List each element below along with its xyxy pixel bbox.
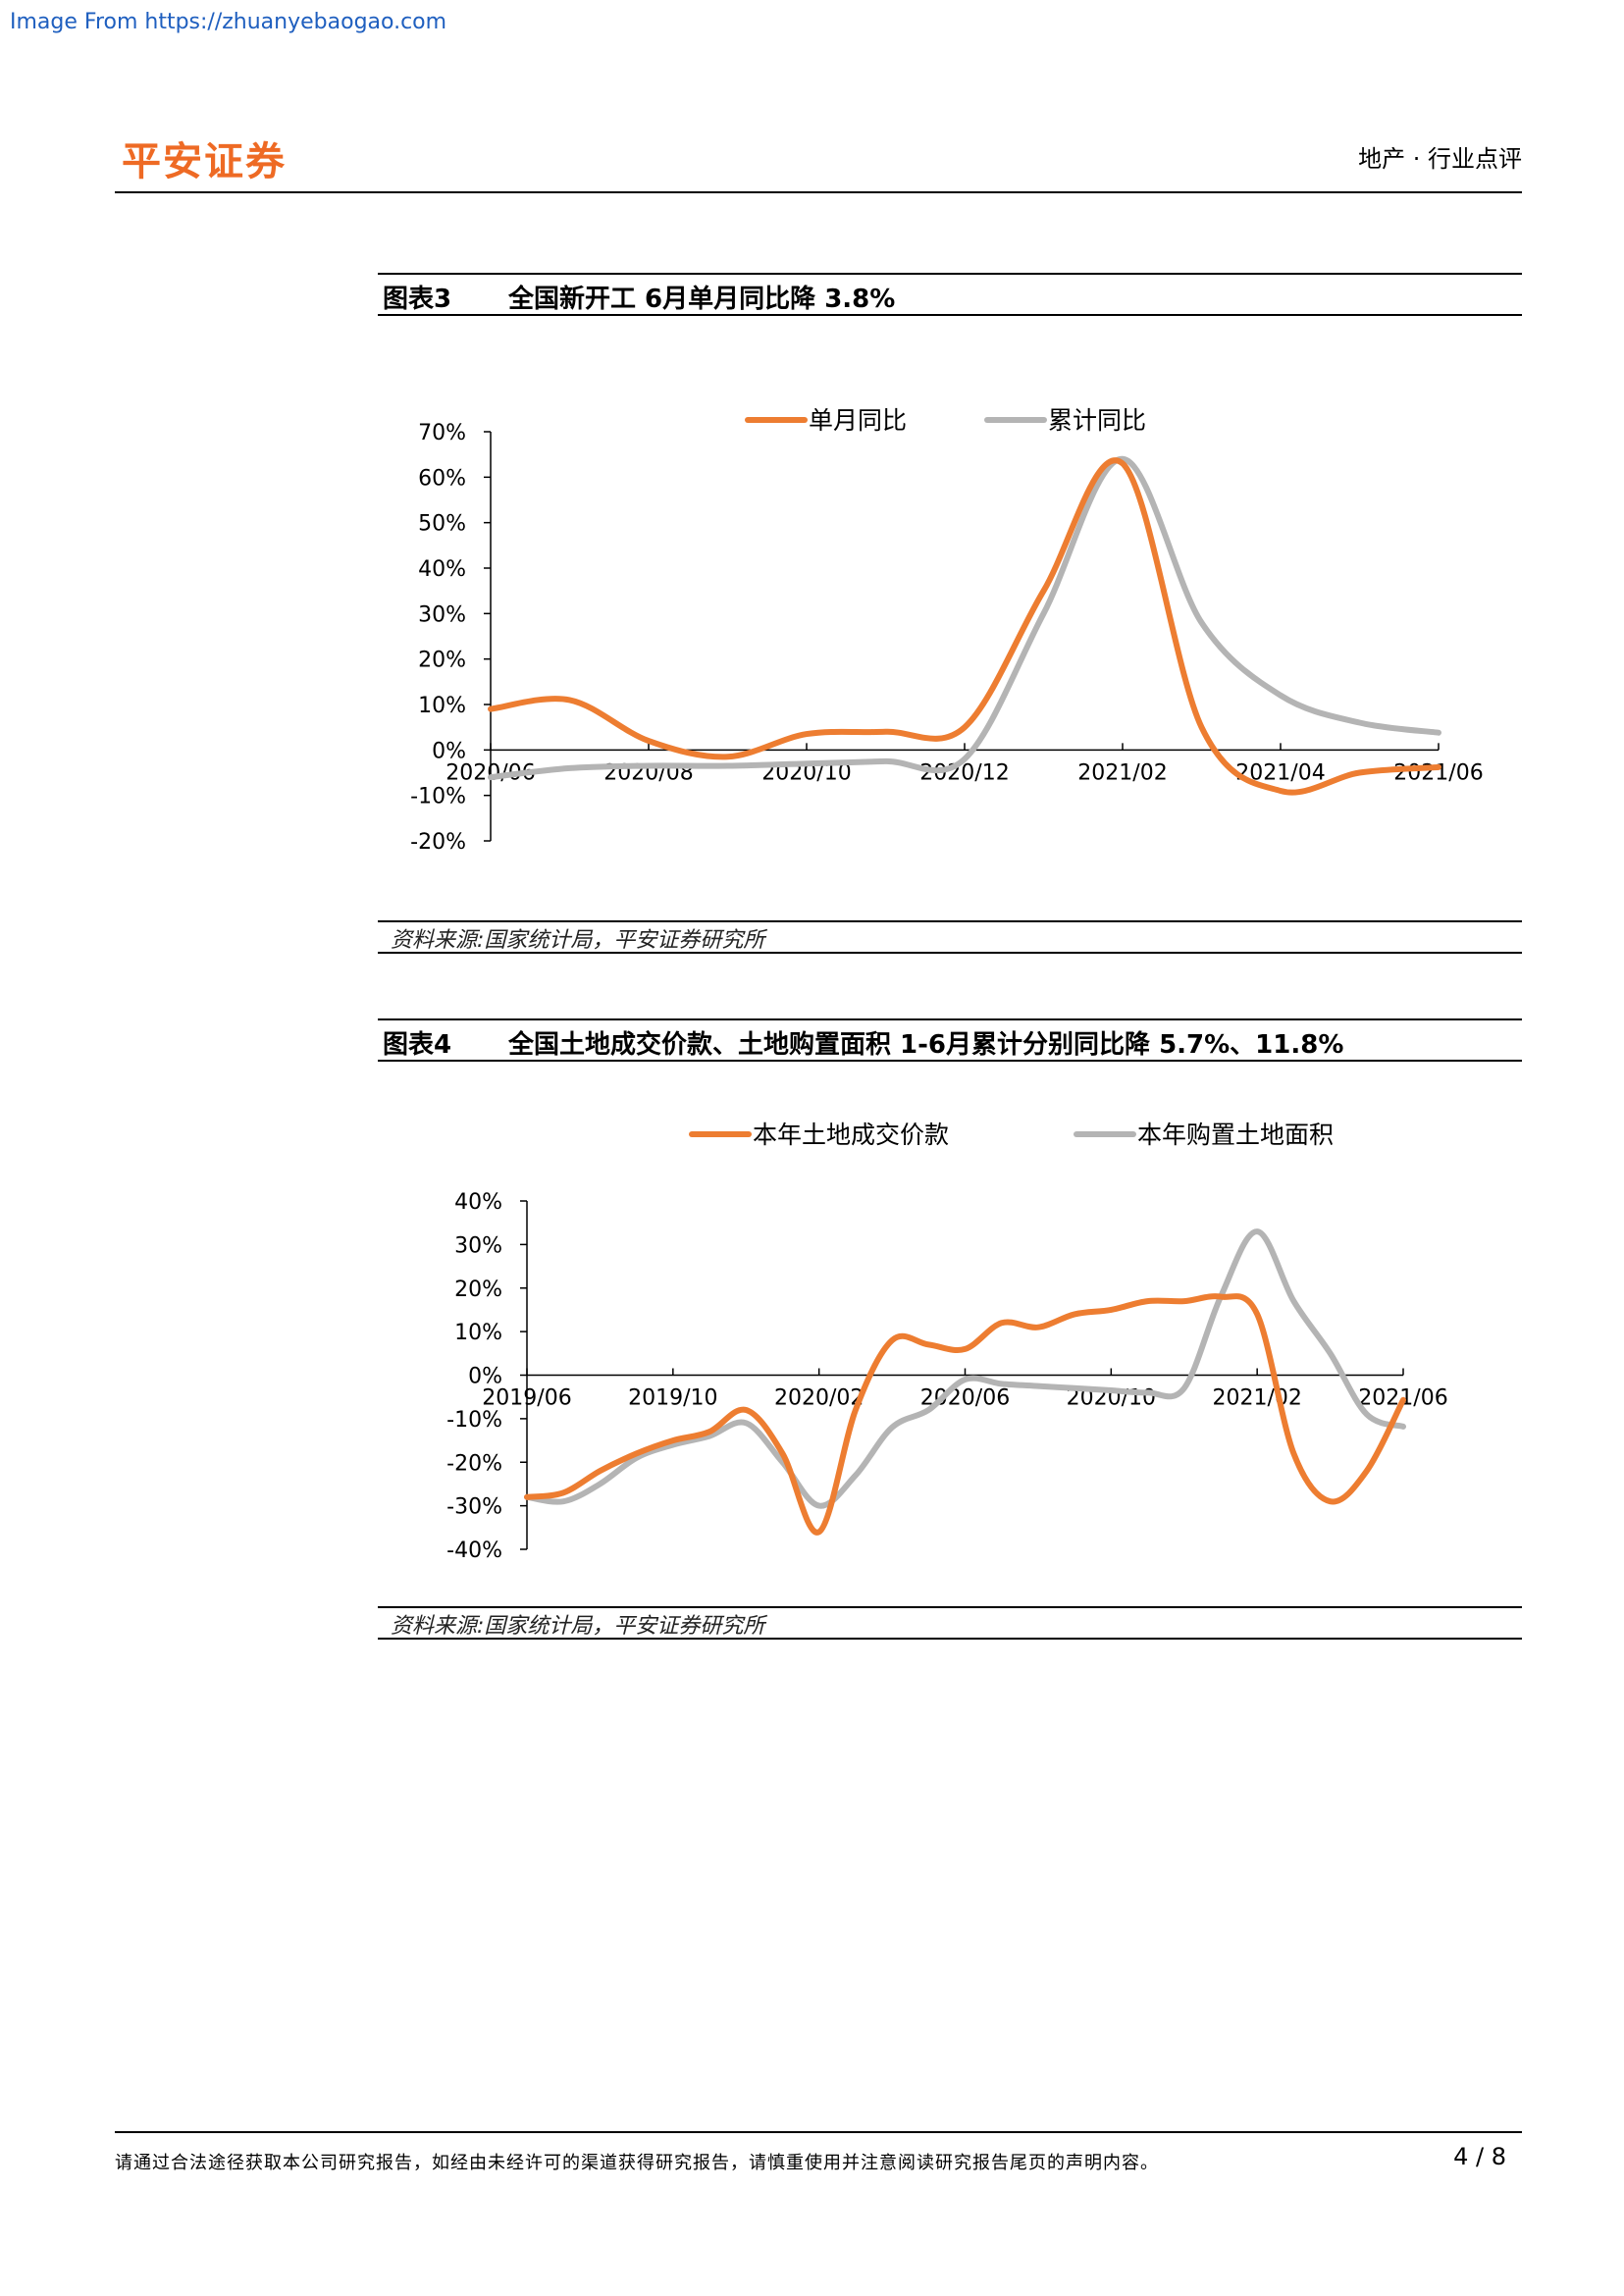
- legend-label: 累计同比: [1048, 406, 1146, 435]
- figure4-title-bar: [378, 1018, 1522, 1062]
- y-tick-label: -40%: [446, 1539, 502, 1563]
- y-tick-label: -20%: [410, 830, 466, 855]
- figure4-label: 图表4: [383, 1030, 452, 1060]
- figure4-title-text: 全国土地成交价款、土地购置面积 1-6月累计分别同比降 5.7%、11.8%: [508, 1030, 1344, 1060]
- y-tick-label: 70%: [418, 421, 466, 445]
- company-logo: 平安证券: [122, 139, 287, 184]
- figure3-title: 图表3 全国新开工 6月单月同比降 3.8%: [383, 279, 895, 315]
- y-tick-label: 10%: [418, 694, 466, 718]
- source-link[interactable]: Image From https://zhuanyebaogao.com: [10, 10, 447, 34]
- series-line-primary: [524, 1293, 1406, 1536]
- series-line-secondary: [488, 455, 1441, 781]
- y-tick-label: 40%: [454, 1190, 502, 1215]
- y-tick-label: -20%: [446, 1451, 502, 1476]
- y-tick-label: -30%: [446, 1495, 502, 1520]
- new-starts-chart: 70%60%50%40%30%20%10%0%-10%-20%2020/06 20…: [410, 406, 1484, 855]
- figure4-source: 资料来源:国家统计局，平安证券研究所: [391, 1614, 765, 1639]
- y-tick-label: 0%: [468, 1365, 502, 1389]
- figure3-source: 资料来源:国家统计局，平安证券研究所: [391, 928, 765, 953]
- header-rule: [115, 191, 1522, 193]
- land-transactions-chart: 40% 30% 20% 10% 0% -10% -20% -30% -40% 2019/06 201…: [446, 1121, 1448, 1563]
- legend-label: 本年购置土地面积: [1137, 1121, 1334, 1149]
- report-category: 地产 · 行业点评: [1358, 145, 1522, 173]
- y-tick-label: 10%: [454, 1321, 502, 1345]
- legend-label: 本年土地成交价款: [753, 1121, 949, 1149]
- figure3-source-bar: [378, 920, 1522, 954]
- page-number: 4 / 8: [1453, 2143, 1506, 2170]
- y-tick-label: -10%: [410, 785, 466, 809]
- figure3-title-bar: [378, 273, 1522, 316]
- y-tick-label: 0%: [432, 739, 466, 763]
- y-tick-label: 30%: [454, 1233, 502, 1258]
- x-tick-label: 2020/02: [774, 1386, 864, 1411]
- y-tick-label: 20%: [418, 649, 466, 673]
- y-tick-label: 40%: [418, 557, 466, 582]
- y-tick-label: -10%: [446, 1408, 502, 1433]
- x-tick-label: 2021/02: [1077, 760, 1167, 785]
- figure4-title: 图表4 全国土地成交价款、土地购置面积 1-6月累计分别同比降 5.7%、11.8…: [383, 1024, 1343, 1061]
- legend-label: 单月同比: [809, 406, 907, 435]
- figure3-label: 图表3: [383, 285, 452, 314]
- x-tick-label: 2019/10: [628, 1386, 717, 1411]
- y-tick-label: 60%: [418, 466, 466, 491]
- series-line-secondary: [524, 1228, 1406, 1509]
- footer-disclaimer: 请通过合法途径获取本公司研究报告，如经由未经许可的渠道获得研究报告，请慎重使用并…: [115, 2153, 1159, 2173]
- figure4-source-bar: [378, 1606, 1522, 1640]
- y-tick-label: 20%: [454, 1278, 502, 1302]
- series-line-primary: [488, 457, 1441, 796]
- figure3-title-text: 全国新开工 6月单月同比降 3.8%: [508, 285, 896, 314]
- x-tick-label: 2021/02: [1212, 1386, 1301, 1411]
- y-tick-label: 50%: [418, 512, 466, 537]
- y-tick-label: 30%: [418, 602, 466, 627]
- x-tick-label: 2019/06: [482, 1386, 571, 1411]
- footer-rule: [115, 2131, 1522, 2133]
